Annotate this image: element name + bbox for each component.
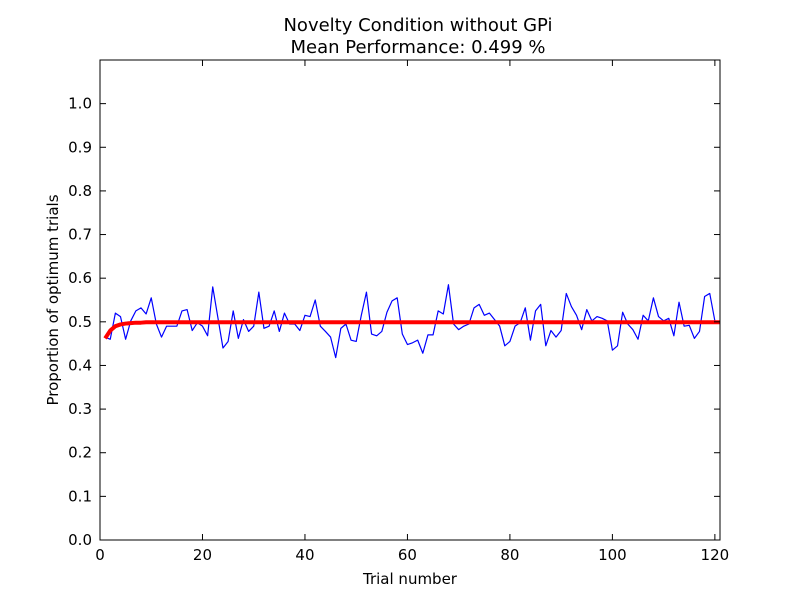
y-tick-label: 0.6 bbox=[68, 269, 92, 287]
y-tick-label: 0.8 bbox=[68, 182, 92, 200]
series-line-2 bbox=[103, 320, 720, 340]
y-tick-label: 0.0 bbox=[68, 531, 92, 549]
axis-ticks: 0 20 40 60 80 100 120 0.0 0.1 0.2 0.3 0.4 0.5 0.6 0.7 0… bbox=[68, 59, 730, 564]
chart-subtitle: Mean Performance: 0.499 % bbox=[291, 37, 546, 58]
plot-frame bbox=[99, 59, 721, 541]
x-axis-label: Trial number bbox=[362, 570, 458, 588]
chart-title: Novelty Condition without GPi bbox=[283, 15, 552, 36]
y-tick-label: 1.0 bbox=[68, 95, 92, 113]
x-tick-label: 20 bbox=[193, 546, 212, 564]
series-line-1 bbox=[104, 284, 720, 359]
x-tick-label: 40 bbox=[295, 546, 314, 564]
x-tick-label: 60 bbox=[398, 546, 417, 564]
y-tick-label: 0.7 bbox=[68, 226, 92, 244]
x-tick-label: 120 bbox=[701, 546, 730, 564]
y-tick-label: 0.9 bbox=[68, 138, 92, 156]
y-tick-label: 0.3 bbox=[68, 400, 92, 418]
x-tick-label: 100 bbox=[598, 546, 627, 564]
y-tick-label: 0.1 bbox=[68, 487, 92, 505]
x-tick-label: 80 bbox=[500, 546, 519, 564]
y-tick-label: 0.5 bbox=[68, 313, 92, 331]
x-tick-label: 0 bbox=[95, 546, 105, 564]
y-axis-label: Proportion of optimum trials bbox=[44, 194, 62, 405]
y-tick-label: 0.2 bbox=[68, 444, 92, 462]
y-tick-label: 0.4 bbox=[68, 356, 92, 374]
plot-area bbox=[103, 284, 720, 359]
